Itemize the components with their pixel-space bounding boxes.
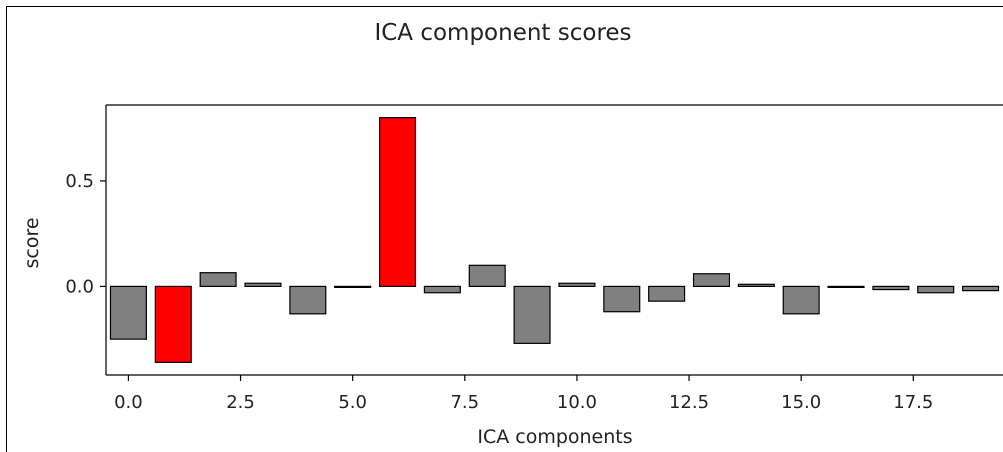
bar-component-3 bbox=[244, 282, 282, 288]
bar-component-11 bbox=[603, 285, 641, 313]
y-tick-label: 0.0 bbox=[65, 276, 94, 297]
chart-title: ICA component scores bbox=[374, 20, 631, 46]
x-tick-label: 10.0 bbox=[557, 392, 597, 413]
y-axis-label: score bbox=[21, 217, 43, 268]
x-tick-label: 0.0 bbox=[114, 392, 143, 413]
bar-component-1 bbox=[154, 285, 192, 363]
x-tick-label: 7.5 bbox=[450, 392, 479, 413]
bar-component-16 bbox=[827, 285, 865, 289]
figure-frame bbox=[6, 6, 1003, 452]
bar-component-7 bbox=[423, 285, 461, 294]
x-tick-label: 15.0 bbox=[781, 392, 821, 413]
x-tick-label: 12.5 bbox=[669, 392, 709, 413]
bar-component-10 bbox=[558, 282, 596, 288]
bar-component-0 bbox=[109, 285, 147, 340]
bar-component-17 bbox=[872, 285, 910, 291]
bar-component-8 bbox=[468, 264, 506, 288]
bar-component-4 bbox=[289, 285, 327, 315]
bar-component-14 bbox=[737, 283, 775, 288]
bar-component-19 bbox=[962, 285, 1000, 292]
bar-component-13 bbox=[692, 273, 731, 288]
x-tick-label: 17.5 bbox=[893, 392, 933, 413]
y-ticks-group: 0.0 0.5 bbox=[65, 171, 106, 297]
x-tick-label: 2.5 bbox=[226, 392, 255, 413]
bar-component-9 bbox=[513, 285, 551, 344]
x-ticks-group: 0.0 2.5 5.0 7.5 10.0 12.5 15.0 17.5 bbox=[114, 375, 933, 413]
bar-component-15 bbox=[782, 285, 820, 315]
x-axis-label: ICA components bbox=[477, 426, 632, 448]
bar-component-12 bbox=[648, 285, 686, 302]
bar-component-6 bbox=[378, 117, 417, 288]
bar-component-18 bbox=[917, 285, 955, 294]
bar-component-5 bbox=[334, 285, 372, 289]
y-tick-label: 0.5 bbox=[65, 171, 94, 192]
bars-group bbox=[109, 117, 1000, 363]
x-tick-label: 5.0 bbox=[338, 392, 367, 413]
bar-component-2 bbox=[199, 272, 237, 288]
